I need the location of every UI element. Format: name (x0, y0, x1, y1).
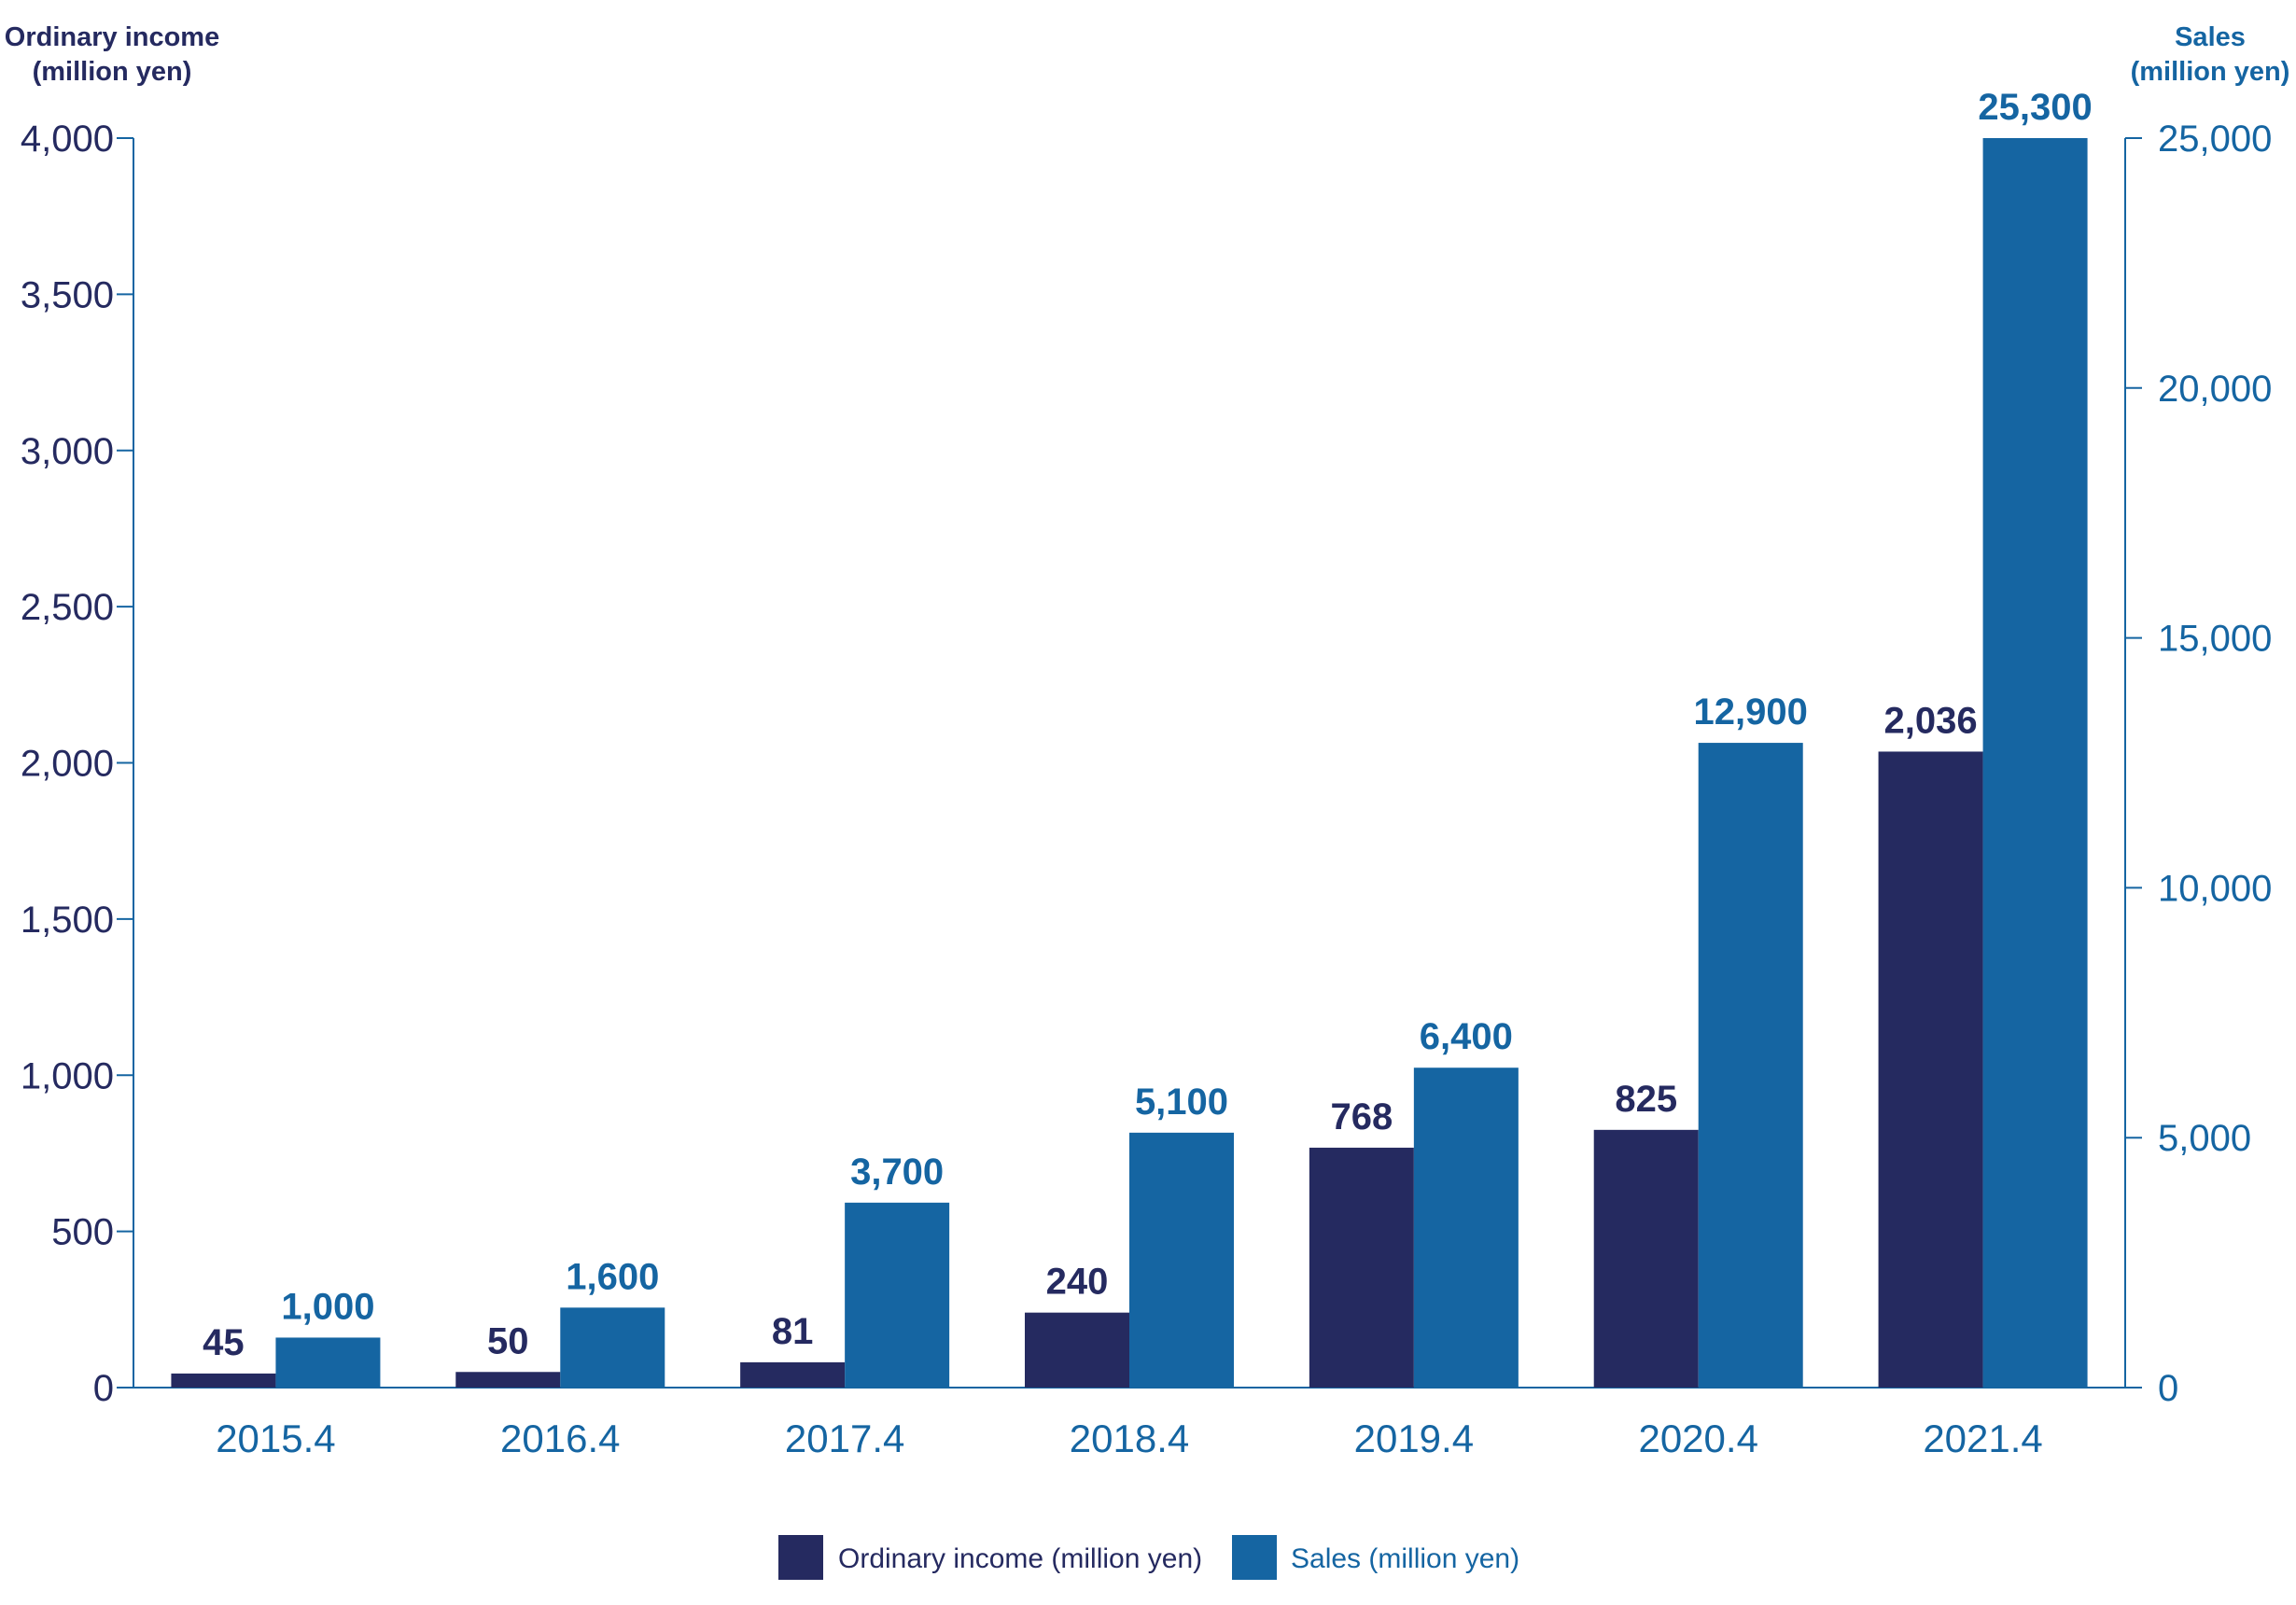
bar-ordinary-income (1025, 1312, 1129, 1388)
data-label-ordinary-income: 50 (487, 1320, 529, 1361)
bar-sales (560, 1307, 665, 1388)
bar-ordinary-income (740, 1361, 846, 1388)
bar-sales (1698, 743, 1803, 1388)
right-axis-title: Sales (2175, 22, 2246, 52)
data-label-sales: 3,700 (850, 1151, 944, 1193)
right-axis-tick-label: 20,000 (2158, 369, 2272, 410)
data-label-sales: 5,100 (1135, 1082, 1228, 1123)
left-axis-tick-label: 2,500 (21, 587, 114, 628)
left-axis-tick-label: 2,000 (21, 744, 114, 785)
legend-swatch (778, 1535, 823, 1580)
data-label-sales: 6,400 (1420, 1016, 1513, 1057)
x-axis-category-label: 2017.4 (785, 1417, 904, 1460)
left-axis-tick-label: 500 (51, 1212, 114, 1253)
left-axis-tick-label: 0 (93, 1368, 114, 1409)
left-axis-tick-label: 1,500 (21, 900, 114, 941)
left-axis-tick-label: 1,000 (21, 1055, 114, 1096)
left-axis-tick-label: 3,500 (21, 274, 114, 315)
left-axis-title-unit: (million yen) (33, 57, 192, 87)
data-label-ordinary-income: 825 (1615, 1079, 1677, 1120)
bar-sales (1413, 1068, 1519, 1388)
data-label-sales: 1,600 (566, 1256, 659, 1297)
data-label-ordinary-income: 81 (772, 1311, 814, 1352)
x-axis-category-label: 2020.4 (1638, 1417, 1757, 1460)
left-axis-tick-label: 4,000 (21, 119, 114, 160)
bar-ordinary-income (455, 1372, 561, 1388)
bar-ordinary-income (171, 1373, 276, 1388)
legend-swatch (1232, 1535, 1277, 1580)
legend-label: Sales (million yen) (1291, 1543, 1519, 1574)
data-label-ordinary-income: 768 (1330, 1096, 1393, 1137)
bar-sales (1129, 1132, 1234, 1388)
data-label-ordinary-income: 2,036 (1884, 700, 1978, 741)
data-label-ordinary-income: 45 (203, 1322, 245, 1363)
data-label-sales: 25,300 (1978, 87, 2092, 128)
left-axis-title: Ordinary income (5, 22, 219, 52)
right-axis-tick-label: 15,000 (2158, 619, 2272, 660)
data-label-ordinary-income: 240 (1046, 1262, 1109, 1303)
x-axis-category-label: 2021.4 (1923, 1417, 2042, 1460)
x-axis-category-label: 2015.4 (216, 1417, 335, 1460)
data-label-sales: 1,000 (281, 1286, 374, 1327)
left-axis-tick-label: 3,000 (21, 431, 114, 472)
bar-ordinary-income (1593, 1129, 1699, 1388)
bar-sales (1982, 138, 2088, 1388)
right-axis-title-unit: (million yen) (2131, 57, 2290, 87)
x-axis-category-label: 2016.4 (500, 1417, 620, 1460)
bar-sales (845, 1202, 950, 1388)
right-axis-tick-label: 5,000 (2158, 1118, 2251, 1159)
bar-sales (275, 1337, 381, 1388)
data-label-sales: 12,900 (1694, 691, 1808, 733)
right-axis-tick-label: 25,000 (2158, 119, 2272, 160)
right-axis-tick-label: 10,000 (2158, 868, 2272, 909)
bar-ordinary-income (1309, 1147, 1414, 1388)
right-axis-tick-label: 0 (2158, 1368, 2178, 1409)
bar-ordinary-income (1878, 751, 1983, 1388)
legend-label: Ordinary income (million yen) (838, 1543, 1202, 1574)
x-axis-category-label: 2018.4 (1070, 1417, 1189, 1460)
x-axis-category-label: 2019.4 (1354, 1417, 1474, 1460)
